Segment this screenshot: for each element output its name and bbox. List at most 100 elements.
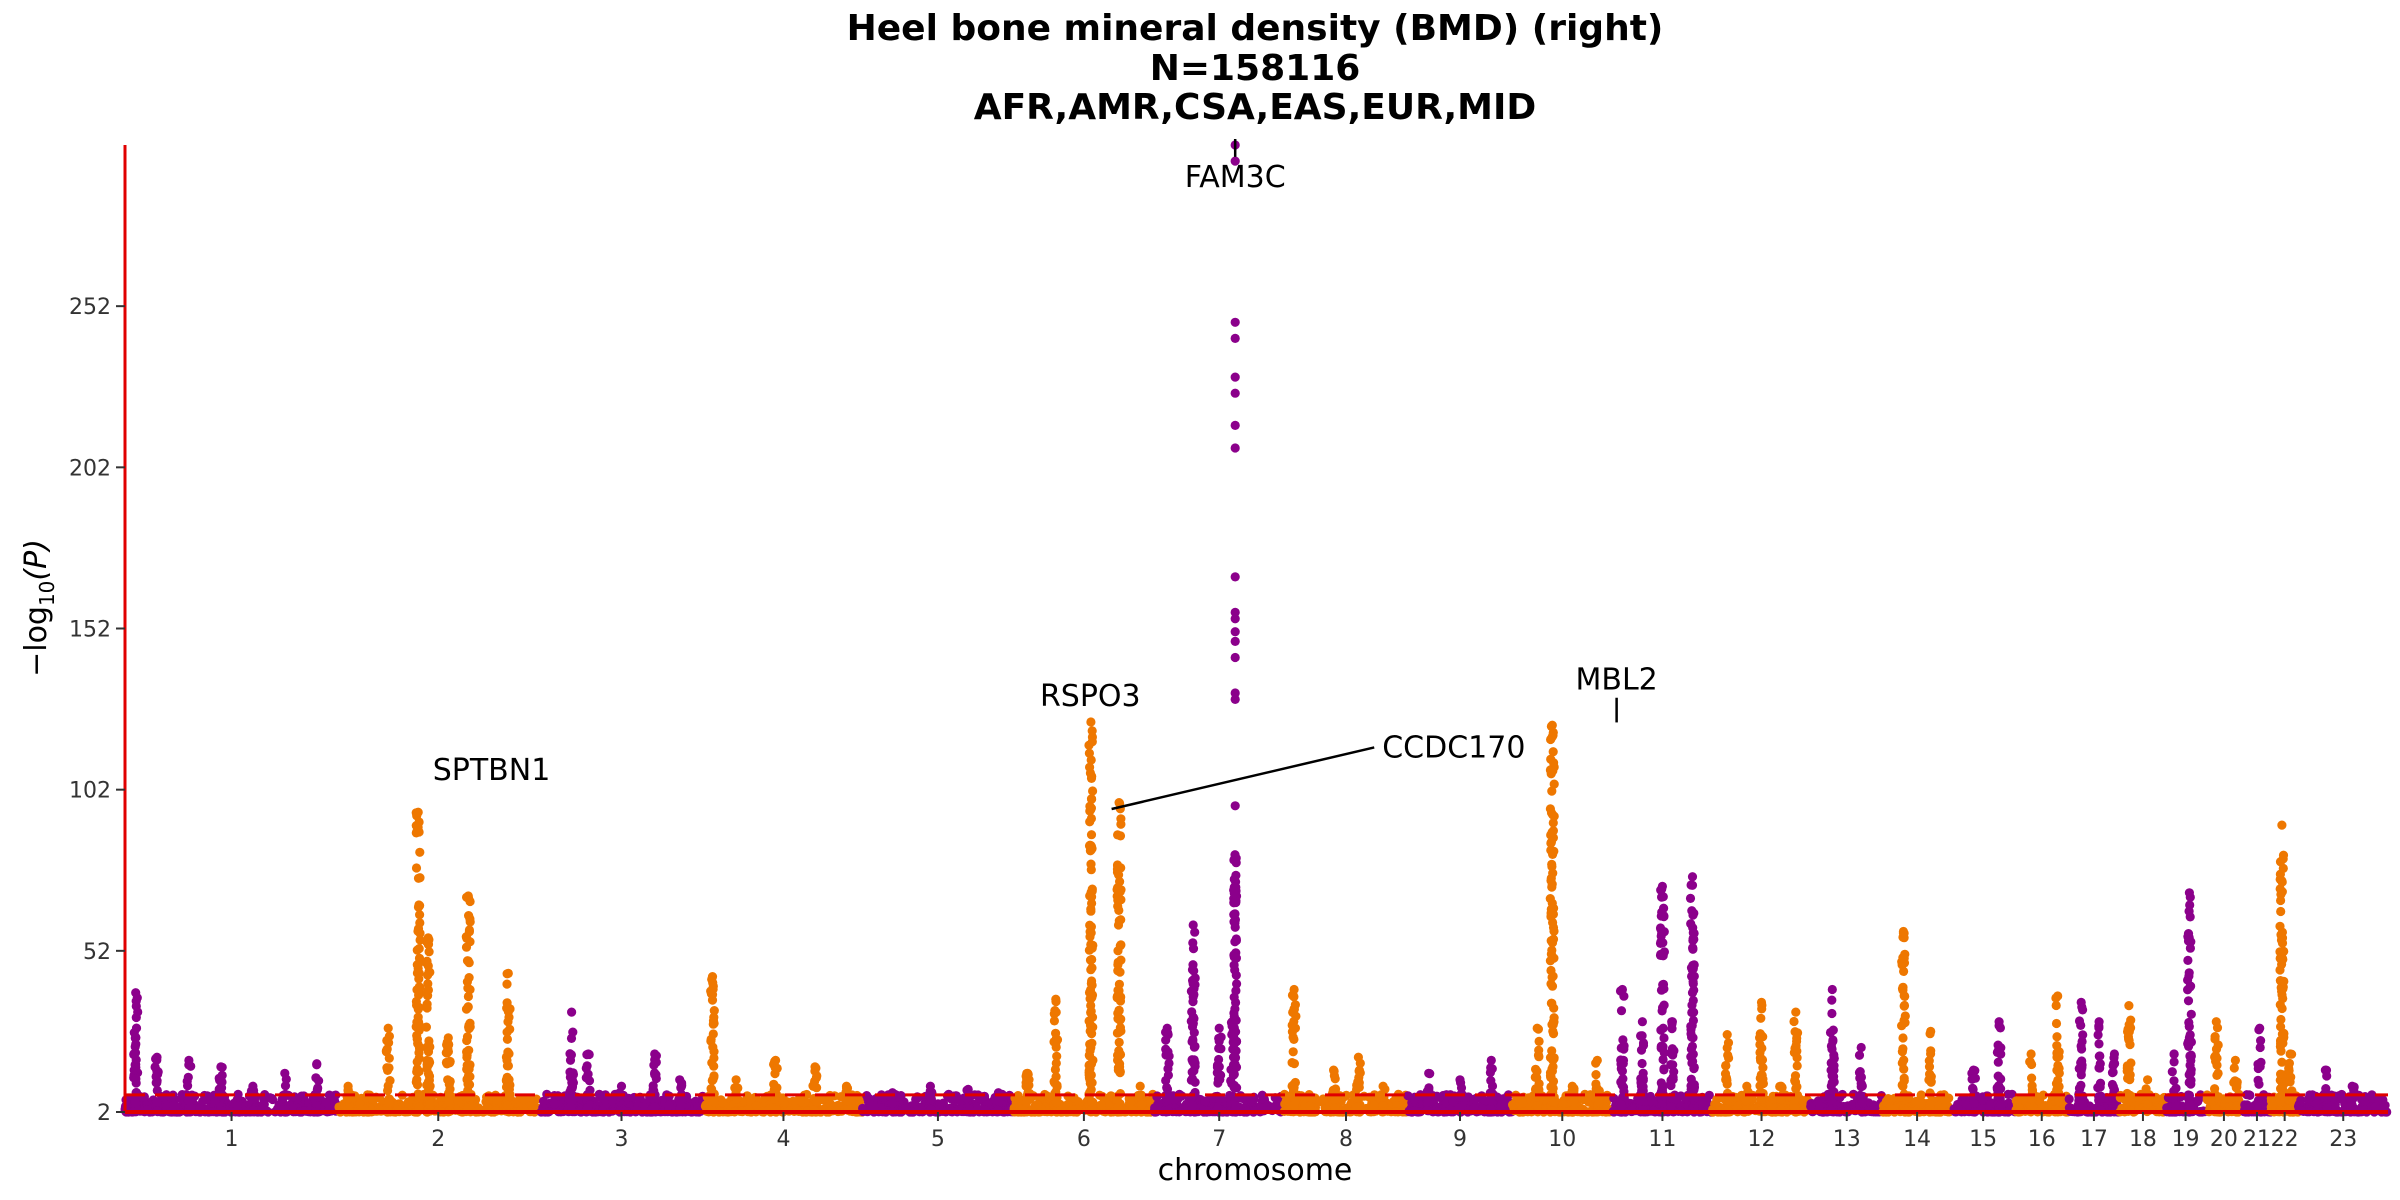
snp-point-peak xyxy=(423,933,433,943)
snp-point xyxy=(412,1034,422,1044)
snp-point xyxy=(2027,1095,2037,1105)
snp-point xyxy=(129,1050,139,1060)
snp-point xyxy=(1688,995,1698,1006)
snp-point xyxy=(152,1085,162,1096)
snp-point-peak xyxy=(1051,994,1061,1004)
snp-point xyxy=(443,1075,453,1085)
snp-point xyxy=(1790,1043,1800,1053)
snp-point xyxy=(414,990,424,1000)
snp-point-peak xyxy=(1162,1023,1172,1033)
snp-point xyxy=(808,1081,818,1091)
snp-point xyxy=(1616,1064,1626,1074)
snp-point xyxy=(1246,1094,1256,1104)
snp-point xyxy=(1032,1100,1042,1110)
snp-point xyxy=(1534,1036,1544,1046)
snp-point xyxy=(1534,1084,1544,1095)
snp-point xyxy=(1214,1043,1224,1053)
snp-point xyxy=(152,1097,162,1107)
snp-point xyxy=(131,1023,142,1033)
snp-point xyxy=(770,1094,780,1104)
snp-point-peak xyxy=(1968,1065,1979,1075)
chromosome-14-points xyxy=(1878,926,1954,1117)
snp-point xyxy=(862,1091,872,1101)
snp-point xyxy=(1189,989,1199,1000)
snp-point xyxy=(1591,1079,1601,1089)
snp-point xyxy=(150,1062,160,1072)
snp-point xyxy=(1688,910,1698,920)
snp-point xyxy=(424,1036,434,1046)
snp-point xyxy=(1125,1098,1135,1108)
snp-point-peak xyxy=(1776,1081,1786,1091)
snp-point xyxy=(441,1057,451,1068)
snp-point xyxy=(1215,1094,1225,1104)
snp-point xyxy=(1666,1048,1676,1058)
snp-point xyxy=(1666,1102,1676,1112)
snp-point xyxy=(1187,1067,1197,1077)
snp-point xyxy=(321,1097,331,1107)
snp-point xyxy=(651,1073,661,1084)
snp-point xyxy=(1288,1085,1299,1095)
snp-point xyxy=(214,1084,224,1094)
chart-title-line-1: Heel bone mineral density (BMD) (right) xyxy=(847,8,1664,49)
snp-point xyxy=(1969,1098,1979,1109)
snp-point xyxy=(947,1094,957,1104)
snp-point xyxy=(1353,1102,1363,1112)
snp-point xyxy=(706,1084,716,1094)
snp-point xyxy=(501,1082,512,1092)
snp-point-peak xyxy=(1455,1075,1465,1085)
snp-point xyxy=(707,1058,717,1068)
snp-point-peak xyxy=(1791,1007,1801,1017)
snp-point xyxy=(1355,1068,1365,1078)
snp-point xyxy=(1547,732,1557,742)
snp-point-peak xyxy=(1722,1030,1732,1040)
snp-point xyxy=(423,985,433,995)
snp-point xyxy=(706,1034,716,1044)
snp-point xyxy=(1924,1056,1934,1066)
snp-point xyxy=(1547,998,1557,1008)
snp-point-peak xyxy=(1994,1017,2004,1027)
snp-point-peak xyxy=(131,988,141,998)
snp-point-peak xyxy=(152,1052,162,1062)
snp-point xyxy=(2054,1081,2064,1092)
snp-point xyxy=(1549,811,1559,821)
snp-point xyxy=(1051,1034,1061,1044)
snp-point xyxy=(131,1074,141,1084)
snp-point xyxy=(1854,1068,1865,1078)
snp-point xyxy=(465,917,475,927)
snp-point xyxy=(1330,1095,1340,1105)
snp-point-peak xyxy=(1214,1023,1224,1033)
snp-point-peak xyxy=(616,1081,627,1091)
snp-point xyxy=(445,1084,455,1094)
snp-point xyxy=(1789,1016,1799,1027)
snp-point-peak xyxy=(2026,1049,2036,1059)
snp-point xyxy=(414,1066,424,1077)
snp-point xyxy=(1214,1033,1224,1043)
snp-point xyxy=(1188,976,1198,986)
snp-point xyxy=(1899,953,1909,963)
snp-point xyxy=(1686,880,1696,890)
snp-point xyxy=(1434,1092,1444,1102)
snp-point xyxy=(566,1084,576,1094)
snp-point xyxy=(708,1019,718,1029)
snp-point xyxy=(412,1057,422,1067)
snp-point xyxy=(1050,1064,1060,1075)
snp-point xyxy=(664,1100,674,1111)
snp-point xyxy=(1659,903,1669,913)
snp-point xyxy=(184,1096,194,1106)
snp-point xyxy=(1052,1080,1062,1090)
snp-point xyxy=(1115,1015,1125,1025)
snp-point xyxy=(1548,818,1558,828)
snp-point xyxy=(1115,831,1126,841)
snp-point xyxy=(1088,786,1098,796)
snp-point xyxy=(1658,951,1668,961)
snp-point xyxy=(233,1089,243,1099)
snp-point xyxy=(650,1102,660,1112)
snp-point xyxy=(464,927,474,937)
chromosome-3-points xyxy=(536,1007,709,1117)
snp-point xyxy=(1115,1062,1125,1072)
snp-point xyxy=(1161,1035,1171,1045)
snp-point xyxy=(1532,1101,1542,1111)
snp-point xyxy=(1616,1006,1627,1016)
snp-point xyxy=(770,1069,780,1079)
snp-point xyxy=(1659,1064,1669,1074)
